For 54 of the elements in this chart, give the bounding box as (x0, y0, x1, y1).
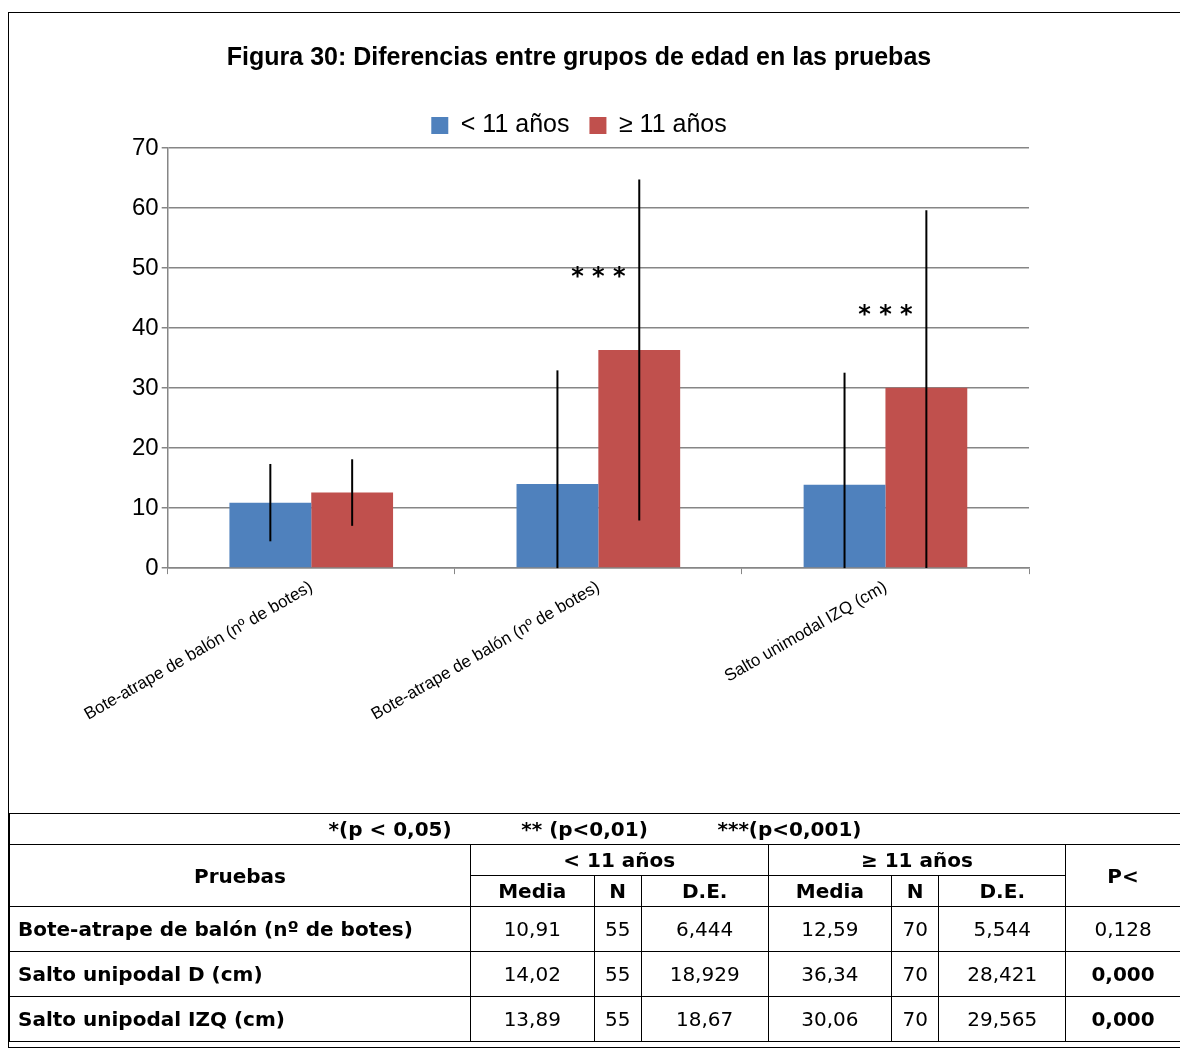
text: 70 (891, 996, 939, 1042)
text: P< (1065, 844, 1180, 907)
bar (598, 350, 681, 568)
text: Salto unipodal D (cm) (9, 951, 471, 997)
y-tick-label: 20 (131, 432, 159, 460)
text: 13,89 (470, 996, 595, 1042)
y-tick-label: 10 (131, 492, 159, 520)
text: 5,544 (938, 906, 1066, 952)
y-tick-label: 50 (131, 252, 159, 280)
text: 55 (594, 996, 642, 1042)
y-tick-label: 60 (131, 192, 159, 220)
text: ≥ 11 años (768, 844, 1066, 876)
text: Pruebas (9, 844, 471, 907)
bar (803, 484, 886, 568)
annotation: * * * (858, 299, 914, 328)
text: 0,000 (1065, 996, 1180, 1042)
text: Bote-atrape de balón (nº de botes) (9, 906, 471, 952)
text: Media (768, 875, 892, 907)
text: 10,91 (470, 906, 595, 952)
y-tick-label: 0 (145, 552, 159, 580)
bar (311, 492, 394, 568)
text: 29,565 (938, 996, 1066, 1042)
bar (885, 387, 968, 568)
y-tick-label: 70 (131, 132, 159, 160)
text: 0,128 (1065, 906, 1180, 952)
text: < 11 años (470, 844, 769, 876)
text: 12,59 (768, 906, 892, 952)
legend-label: ≥ 11 años (618, 109, 727, 138)
text: N (594, 875, 642, 907)
legend-label: < 11 años (460, 109, 570, 138)
bar (229, 502, 312, 568)
bar (516, 483, 599, 568)
chart-title: Figura 30: Diferencias entre grupos de edad en las pruebas (226, 41, 932, 70)
y-tick-label: 30 (131, 372, 159, 400)
text: 0,000 (1065, 951, 1180, 997)
text: 30,06 (768, 996, 892, 1042)
annotation: * * * (571, 262, 626, 291)
text: 70 (891, 951, 939, 997)
y-tick-label: 40 (131, 312, 159, 340)
text: 18,929 (641, 951, 769, 997)
text: Salto unipodal IZQ (cm) (9, 996, 471, 1042)
text: D.E. (641, 875, 769, 907)
text: 28,421 (938, 951, 1066, 997)
text: 6,444 (641, 906, 769, 952)
text: *(p < 0,05) ** (p<0,01) ***(p<0,001) (328, 817, 862, 841)
text: 14,02 (470, 951, 595, 997)
text: 55 (594, 906, 642, 952)
text: 55 (594, 951, 642, 997)
text: 70 (891, 906, 939, 952)
text: Media (470, 875, 595, 907)
text: D.E. (938, 875, 1066, 907)
text: 36,34 (768, 951, 892, 997)
text: N (891, 875, 939, 907)
text: 18,67 (641, 996, 769, 1042)
